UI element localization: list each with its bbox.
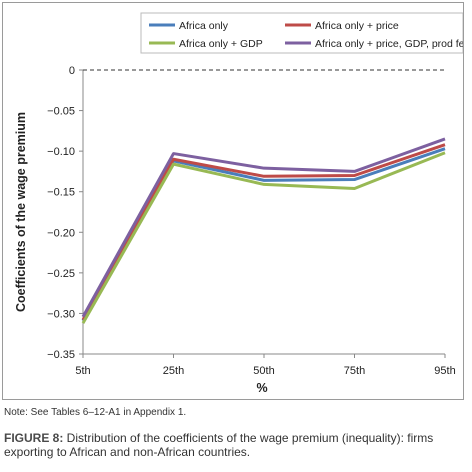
legend-label: Africa only [179, 20, 229, 32]
x-axis: 5th 25th 50th 75th 95th [75, 353, 456, 377]
x-tick-label: 25th [163, 365, 184, 377]
y-tick-label: −0.30 [47, 308, 75, 320]
legend-box [140, 12, 463, 54]
y-tick-label: −0.25 [47, 268, 75, 280]
legend-label: Africa only + price, GDP, prod fe [315, 38, 463, 50]
legend-label: Africa only + price [315, 20, 399, 32]
y-tick-label: −0.35 [47, 349, 75, 361]
figure-note: Note: See Tables 6–12-A1 in Appendix 1. [4, 407, 187, 418]
line-chart: Africa only Africa only + price Africa onl… [14, 12, 463, 395]
series-lines [81, 137, 446, 324]
figure-caption: FIGURE 8: Distribution of the coefficien… [4, 431, 466, 459]
y-tick-label: −0.10 [47, 146, 75, 158]
y-tick-label: −0.20 [47, 227, 75, 239]
legend-label: Africa only + GDP [179, 38, 263, 50]
y-tick-label: 0 [69, 65, 75, 77]
chart-frame: Africa only Africa only + price Africa onl… [2, 2, 464, 400]
y-tick-label: −0.15 [47, 187, 75, 199]
series-line-4 [81, 137, 446, 318]
x-axis-label: % [256, 381, 267, 395]
x-tick-label: 5th [75, 365, 90, 377]
x-tick-label: 50th [253, 365, 274, 377]
x-tick-label: 95th [434, 365, 455, 377]
y-tick-label: −0.05 [47, 106, 75, 118]
series-line-2 [81, 143, 446, 321]
x-tick-label: 75th [344, 365, 365, 377]
y-axis-label: Coefficients of the wage premium [14, 112, 28, 312]
caption-text: Distribution of the coefficients of the … [4, 431, 434, 459]
series-line-3 [81, 151, 446, 324]
y-axis: 0 −0.05 −0.10 −0.15 −0.20 −0.25 −0.30 −0.35 [47, 65, 445, 361]
figure-label: FIGURE 8: [4, 431, 64, 445]
legend: Africa only Africa only + price Africa onl… [140, 12, 463, 54]
